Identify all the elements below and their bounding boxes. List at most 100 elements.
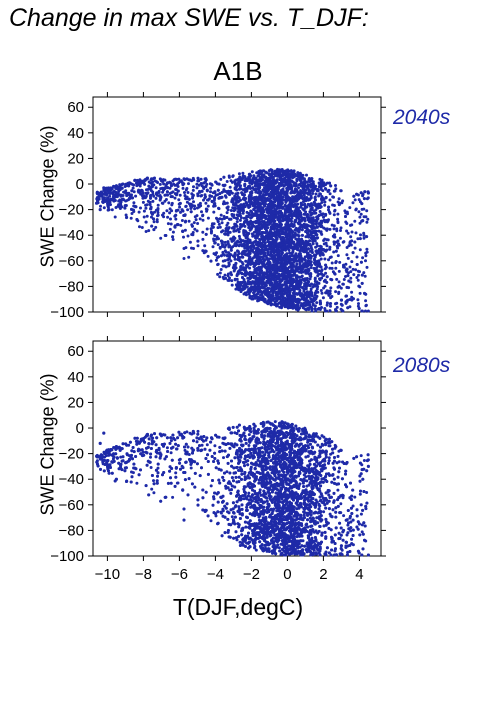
data-point (218, 192, 222, 196)
data-point (278, 269, 282, 272)
data-point (149, 189, 153, 193)
data-point (323, 257, 327, 261)
data-point (314, 245, 318, 249)
data-point (284, 248, 287, 252)
data-point (193, 227, 197, 231)
data-point (249, 227, 253, 231)
data-point (184, 204, 188, 208)
data-point (195, 206, 199, 210)
data-point (206, 254, 210, 258)
data-point (309, 213, 313, 217)
data-point (345, 253, 349, 257)
data-point (169, 217, 172, 221)
data-point (252, 174, 256, 178)
data-point (360, 281, 364, 285)
data-point (228, 185, 232, 189)
data-point (226, 221, 230, 225)
data-point (346, 306, 350, 310)
y-tick-label: 20 (67, 150, 84, 167)
data-point (361, 219, 365, 223)
data-point (178, 205, 182, 209)
data-point (133, 178, 137, 182)
data-point (298, 298, 302, 302)
data-point (311, 192, 315, 195)
data-point (308, 260, 311, 263)
data-point (295, 178, 299, 182)
data-point (227, 264, 231, 268)
data-point (287, 181, 291, 185)
data-point (180, 219, 184, 222)
data-point (185, 177, 189, 181)
data-point (260, 206, 264, 210)
data-point (280, 260, 284, 263)
data-point (319, 230, 323, 234)
data-point (305, 215, 309, 218)
data-point (237, 172, 241, 176)
data-point (291, 213, 295, 217)
data-point (223, 240, 227, 244)
data-point (131, 196, 134, 200)
data-point (150, 224, 154, 228)
data-point (313, 277, 317, 281)
data-point (295, 206, 299, 209)
data-point (101, 192, 105, 196)
data-point (285, 191, 289, 195)
data-point (144, 206, 148, 210)
data-point (234, 261, 238, 265)
data-point (245, 285, 249, 289)
data-point (323, 203, 327, 207)
data-point (166, 193, 170, 197)
data-point (224, 276, 228, 280)
data-point (320, 197, 324, 201)
data-point (132, 201, 136, 205)
scenario-label: A1B (213, 56, 263, 86)
data-point (288, 199, 291, 202)
data-point (140, 189, 144, 193)
data-point (310, 249, 313, 252)
data-point (265, 280, 269, 284)
data-point (322, 226, 326, 230)
data-point (358, 291, 362, 295)
data-point (304, 188, 308, 192)
data-point (256, 276, 260, 280)
data-point (288, 178, 292, 182)
data-point (230, 279, 234, 283)
data-point (233, 208, 237, 212)
data-point (260, 231, 264, 234)
data-point (182, 235, 185, 239)
data-point (226, 242, 230, 245)
data-point (305, 173, 308, 177)
data-point (106, 196, 110, 200)
data-point (332, 189, 336, 193)
data-point (349, 223, 352, 227)
data-point (294, 275, 298, 279)
data-point (302, 192, 306, 196)
data-point (332, 250, 336, 254)
data-point (304, 277, 308, 281)
data-point (257, 265, 261, 269)
data-point (311, 219, 315, 223)
data-point (125, 215, 129, 219)
data-point (239, 223, 243, 226)
data-point (244, 291, 248, 295)
data-point (303, 180, 306, 184)
data-point (316, 274, 320, 278)
data-point (308, 243, 311, 247)
data-point (237, 230, 241, 234)
data-point (301, 277, 305, 281)
data-point (268, 230, 272, 234)
data-point (352, 194, 356, 198)
data-point (364, 299, 368, 303)
data-point (352, 273, 356, 277)
data-point (95, 196, 99, 200)
data-point (284, 229, 288, 233)
data-point (272, 186, 276, 190)
data-point (339, 189, 343, 193)
data-point (355, 255, 359, 259)
data-point (203, 193, 207, 197)
data-point (168, 227, 172, 231)
data-point (192, 200, 195, 204)
data-point (332, 224, 336, 228)
data-point (174, 188, 178, 191)
data-point (313, 203, 317, 207)
